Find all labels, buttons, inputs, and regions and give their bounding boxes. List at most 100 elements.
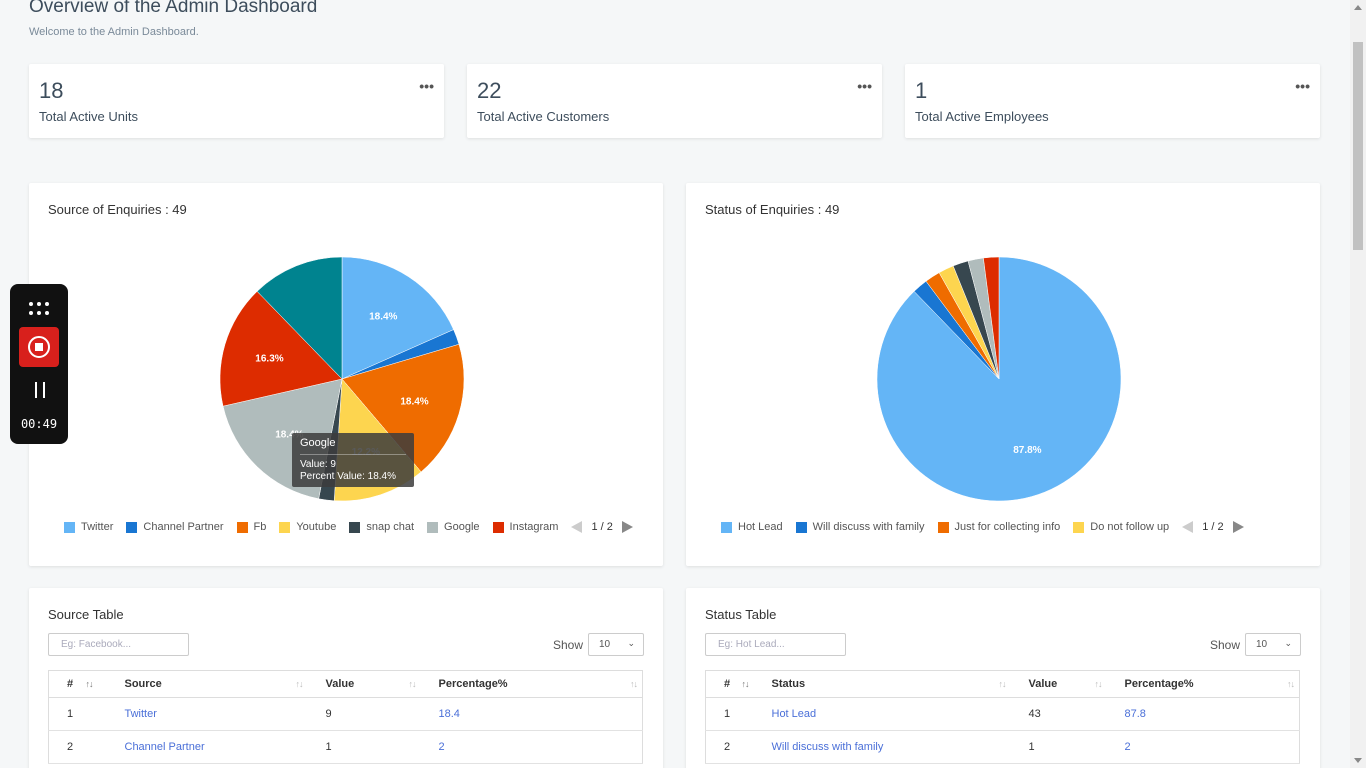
status-table-card: Status Table Show 10 ⌄ #↑↓ Status↑↓ Valu… [686,588,1320,768]
status-link[interactable]: Will discuss with family [771,741,884,753]
legend-prev-icon[interactable] [1182,521,1194,533]
legend-item[interactable]: Channel Partner [126,521,224,533]
more-options-icon[interactable]: ••• [1295,78,1310,94]
legend-item[interactable]: Twitter [64,521,113,533]
sort-icon[interactable]: ↑↓ [85,679,94,689]
column-header-index[interactable]: # ↑↓ [48,670,107,698]
legend-pager: 1 / 2 [571,521,633,533]
legend-item[interactable]: Google [427,521,480,533]
column-header-percentage[interactable]: Percentage% ↑↓ [420,670,643,698]
legend-label: Google [444,521,480,533]
legend-label: Channel Partner [143,521,224,533]
legend-item[interactable]: Just for collecting info [937,521,1061,533]
value-cell: 1 [1010,730,1107,764]
pie-data-label: 18.4% [275,429,303,440]
chevron-down-icon: ⌄ [627,638,635,648]
legend-label: Instagram [509,521,559,533]
page-size-select[interactable]: 10 ⌄ [1245,633,1301,656]
legend-item[interactable]: Fb [236,521,267,533]
source-pie-chart: 18.4%18.4%12.2%18.4%16.3% [219,256,465,502]
legend-page-indicator: 1 / 2 [1202,521,1224,533]
percentage-cell: 2 [420,730,643,764]
source-chart-legend: Twitter Channel Partner Fb Youtube snap chat… [64,521,633,533]
source-table-title: Source Table [48,607,124,622]
pause-icon[interactable] [34,382,46,398]
pie-slice-twitter[interactable] [341,256,454,380]
chart-tooltip: Google Value: 9 Percent Value: 18.4% [292,433,414,487]
legend-next-icon[interactable] [1232,521,1244,533]
sort-icon[interactable]: ↑↓ [1287,679,1295,689]
tooltip-percent: Percent Value: 18.4% [300,471,396,482]
legend-page-indicator: 1 / 2 [591,521,613,533]
sort-icon[interactable]: ↑↓ [295,679,304,689]
drag-handle-icon[interactable] [29,302,49,316]
percentage-link[interactable]: 2 [1124,741,1131,753]
legend-label: Just for collecting info [954,521,1061,533]
tooltip-value: Value: 9 [300,459,336,470]
source-search-input[interactable] [48,633,189,656]
more-options-icon[interactable]: ••• [419,78,434,94]
source-table: # ↑↓ Source ↑↓ Value ↑↓ Percentage% ↑↓ 1 Twi… [48,670,643,764]
scroll-thumb[interactable] [1353,42,1363,250]
recording-timer: 00:49 [20,417,58,431]
source-link[interactable]: Twitter [124,708,157,720]
status-search-input[interactable] [705,633,846,656]
page-size-select[interactable]: 10 ⌄ [588,633,644,656]
pie-slice-other-7[interactable] [256,256,343,380]
show-label: Show [1210,638,1241,652]
legend-swatch [721,521,732,533]
percentage-link[interactable]: 87.8 [1124,708,1146,720]
stat-card-units: 18 Total Active Units ••• [29,64,444,138]
legend-item[interactable]: Hot Lead [721,521,783,533]
column-header-status[interactable]: Status ↑↓ [753,670,1011,698]
legend-item[interactable]: Do not follow up [1073,521,1169,533]
stat-label: Total Active Units [39,109,138,124]
legend-item[interactable]: Instagram [492,521,559,533]
pie-data-label: 16.3% [255,353,283,364]
legend-item[interactable]: Youtube [279,521,336,533]
scroll-down-icon[interactable] [1354,758,1362,763]
pie-data-label: 18.4% [369,312,397,323]
legend-prev-icon[interactable] [571,521,583,533]
legend-label: Fb [253,521,267,533]
percentage-link[interactable]: 2 [438,741,445,753]
percentage-cell: 2 [1106,730,1300,764]
screen-recorder-widget: 00:49 [10,284,68,444]
pie-slice-fb[interactable] [341,343,465,473]
legend-item[interactable]: Will discuss with family [795,521,925,533]
stat-label: Total Active Employees [915,109,1049,124]
sort-icon[interactable]: ↑↓ [1094,679,1103,689]
legend-item[interactable]: snap chat [349,521,414,533]
pie-slice-other-6[interactable] [983,256,1000,380]
vertical-scrollbar[interactable] [1350,0,1366,768]
legend-label: Do not follow up [1090,521,1170,533]
stat-value: 1 [915,78,928,103]
sort-icon[interactable]: ↑↓ [741,679,750,689]
stop-recording-button[interactable] [19,327,59,367]
column-header-value[interactable]: Value ↑↓ [307,670,421,698]
status-link[interactable]: Hot Lead [771,708,817,720]
scroll-up-icon[interactable] [1354,5,1362,10]
table-row: 2 Channel Partner 1 2 [48,730,643,764]
sort-icon[interactable]: ↑↓ [998,679,1007,689]
legend-next-icon[interactable] [621,521,633,533]
status-table: # ↑↓ Status ↑↓ Value ↑↓ Percentage% ↑↓ 1 Hot… [705,670,1300,764]
source-link[interactable]: Channel Partner [124,741,205,753]
percentage-cell: 87.8 [1106,697,1300,731]
column-header-value[interactable]: Value ↑↓ [1010,670,1107,698]
column-header-percentage[interactable]: Percentage% ↑↓ [1106,670,1300,698]
pie-slice-instagram[interactable] [219,291,343,407]
pie-data-label: 87.8% [1013,445,1041,456]
column-header-source[interactable]: Source ↑↓ [106,670,308,698]
stat-label: Total Active Customers [477,109,610,124]
sort-icon[interactable]: ↑↓ [408,679,417,689]
legend-swatch [1073,521,1085,533]
percentage-link[interactable]: 18.4 [438,708,460,720]
legend-swatch [937,521,949,533]
row-index: 2 [705,730,754,764]
sort-icon[interactable]: ↑↓ [630,679,638,689]
table-header-row: # ↑↓ Status ↑↓ Value ↑↓ Percentage% ↑↓ [705,670,1300,698]
more-options-icon[interactable]: ••• [857,78,872,94]
value-cell: 43 [1010,697,1107,731]
column-header-index[interactable]: # ↑↓ [705,670,754,698]
